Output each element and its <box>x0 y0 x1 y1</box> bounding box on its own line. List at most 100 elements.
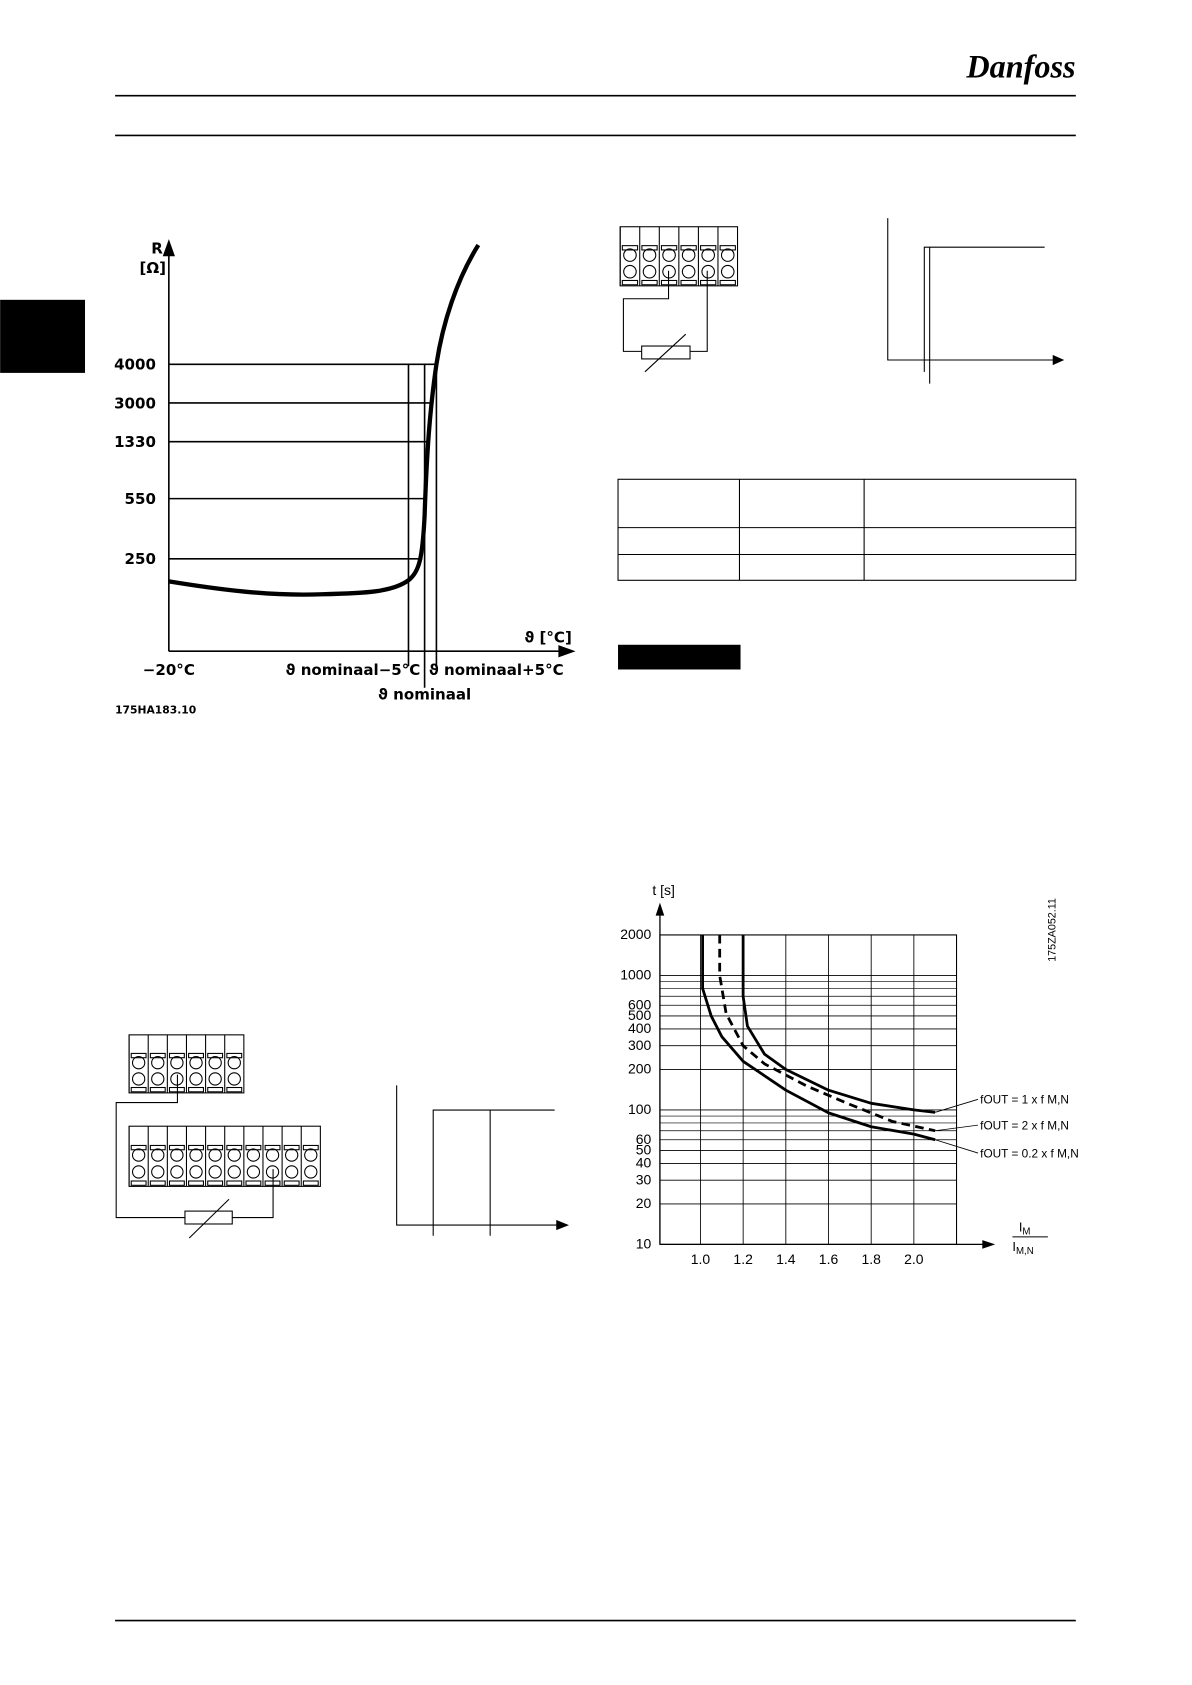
figure-code: 175ZA052.11 <box>1046 898 1058 962</box>
y-tick-label: 500 <box>628 1007 652 1023</box>
x-tick-label: 2.0 <box>904 1251 924 1267</box>
terminal-screw <box>131 1148 146 1162</box>
x-tick-label: 1.8 <box>861 1251 881 1267</box>
terminal-screw <box>285 1148 299 1162</box>
terminal-slot <box>149 1144 166 1151</box>
step-line <box>923 246 1045 384</box>
terminal-slot <box>719 279 736 286</box>
terminal-slot <box>130 1180 147 1186</box>
figure-code: 175HA183.10 <box>115 704 196 717</box>
terminal-screw <box>662 248 676 262</box>
y-tick-label: 1000 <box>620 967 651 983</box>
terminal-screw <box>208 1072 222 1086</box>
terminal-screw <box>208 1165 222 1179</box>
y-tick-label: 10 <box>636 1236 652 1252</box>
terminal-screw <box>189 1056 203 1070</box>
axis-label: R <box>151 240 163 258</box>
terminal-slot <box>226 1086 243 1093</box>
terminal-screw <box>227 1056 241 1070</box>
arrow <box>558 645 576 658</box>
terminal-slot <box>226 1052 243 1059</box>
terminal-screw <box>227 1148 241 1162</box>
terminal-screw <box>131 1056 146 1070</box>
terminal-slot <box>302 1180 319 1186</box>
terminal-screw <box>304 1165 318 1179</box>
terminal-slot <box>641 279 658 286</box>
terminal-slot <box>264 1144 281 1151</box>
terminal-slot <box>130 1052 147 1059</box>
table-grid <box>618 479 1076 581</box>
y-label: 1330 <box>114 433 156 451</box>
terminal-slot <box>641 245 658 251</box>
terminal-slot <box>168 1086 185 1093</box>
terminal-slot <box>245 1180 262 1186</box>
terminal-slot <box>245 1144 262 1151</box>
series-label: fOUT = 0.2 x f M,N <box>980 1146 1079 1160</box>
terminal-screw <box>642 248 657 262</box>
terminal-screw <box>151 1165 165 1179</box>
y-tick-label: 60 <box>636 1131 652 1147</box>
terminal-slot <box>283 1180 300 1186</box>
label-sub: M <box>1022 1227 1030 1238</box>
series-line <box>741 934 936 1114</box>
terminal-slot <box>149 1086 166 1093</box>
terminal-screw <box>720 248 735 262</box>
thermistor-arrow <box>644 333 687 373</box>
terminal-slot <box>188 1144 204 1151</box>
x-label: ϑ nominaal <box>378 686 471 704</box>
terminal-slot <box>719 245 736 251</box>
x-tick-label: 1.0 <box>691 1251 711 1267</box>
wire <box>622 270 708 352</box>
terminal-slot <box>188 1086 204 1093</box>
terminal-slot <box>130 1086 147 1093</box>
thermistor-arrow <box>188 1198 230 1239</box>
terminal-slot <box>660 245 678 251</box>
wire <box>115 1074 274 1219</box>
terminal-slot <box>130 1144 147 1151</box>
terminal-screw <box>151 1072 165 1086</box>
arrow <box>162 239 175 257</box>
terminal-slot <box>188 1180 204 1186</box>
x-tick-label: 1.4 <box>776 1251 796 1267</box>
ptc-curve <box>168 243 481 597</box>
terminal-slot <box>168 1180 185 1186</box>
terminal-slot <box>264 1180 281 1186</box>
terminal-screw <box>304 1148 318 1162</box>
terminal-slot <box>680 279 697 286</box>
terminal-screw <box>642 264 657 279</box>
terminal-slot <box>207 1144 224 1151</box>
chapter-tab <box>0 299 86 373</box>
x-label: ϑ nominaal−5°C <box>286 661 421 679</box>
terminal-screw <box>131 1165 146 1179</box>
series-label: fOUT = 1 x f M,N <box>980 1093 1069 1107</box>
y-axis-label: t [s] <box>652 882 675 898</box>
label-sub: M,N <box>1016 1246 1034 1257</box>
terminal-screw <box>170 1148 184 1162</box>
terminal-slot <box>168 1144 185 1151</box>
y-tick-label: 40 <box>636 1155 652 1171</box>
axis-unit: [Ω] <box>139 259 166 277</box>
x-label: ϑ nominaal+5°C <box>429 661 564 679</box>
terminal-screw <box>285 1165 299 1179</box>
terminal-screw <box>265 1165 280 1179</box>
terminal-screw <box>208 1056 222 1070</box>
terminal-screw <box>227 1072 241 1086</box>
terminal-slot <box>680 245 697 251</box>
terminal-screw <box>227 1165 241 1179</box>
y-tick-label: 30 <box>636 1172 652 1188</box>
terminal-slot <box>226 1144 243 1151</box>
step-axes <box>396 1085 559 1226</box>
terminal-screw <box>246 1165 261 1179</box>
logo: Danfoss <box>965 48 1075 84</box>
x-axis-label-top: IM <box>1019 1220 1031 1238</box>
y-label: 550 <box>125 490 156 508</box>
leader-line <box>935 1124 979 1132</box>
terminal-screw <box>623 264 637 279</box>
terminal-screw <box>681 248 696 262</box>
terminal-screw <box>246 1148 261 1162</box>
y-tick-label: 2000 <box>620 926 651 942</box>
label-part: I <box>1012 1239 1016 1254</box>
y-tick-label: 50 <box>636 1142 652 1158</box>
